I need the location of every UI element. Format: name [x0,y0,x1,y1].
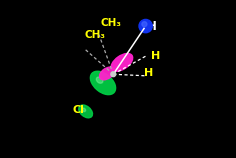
Ellipse shape [111,54,133,71]
Circle shape [142,22,147,27]
Ellipse shape [96,77,103,83]
Text: Cl: Cl [72,105,84,115]
Text: CH₃: CH₃ [100,18,121,28]
Circle shape [111,72,116,77]
Ellipse shape [100,67,114,80]
Ellipse shape [90,71,116,95]
Text: CH₃: CH₃ [84,30,105,40]
Text: H: H [144,68,153,79]
Text: H: H [151,51,160,61]
Ellipse shape [79,105,93,118]
Circle shape [139,19,152,33]
Ellipse shape [82,108,86,112]
Text: H: H [147,20,157,33]
